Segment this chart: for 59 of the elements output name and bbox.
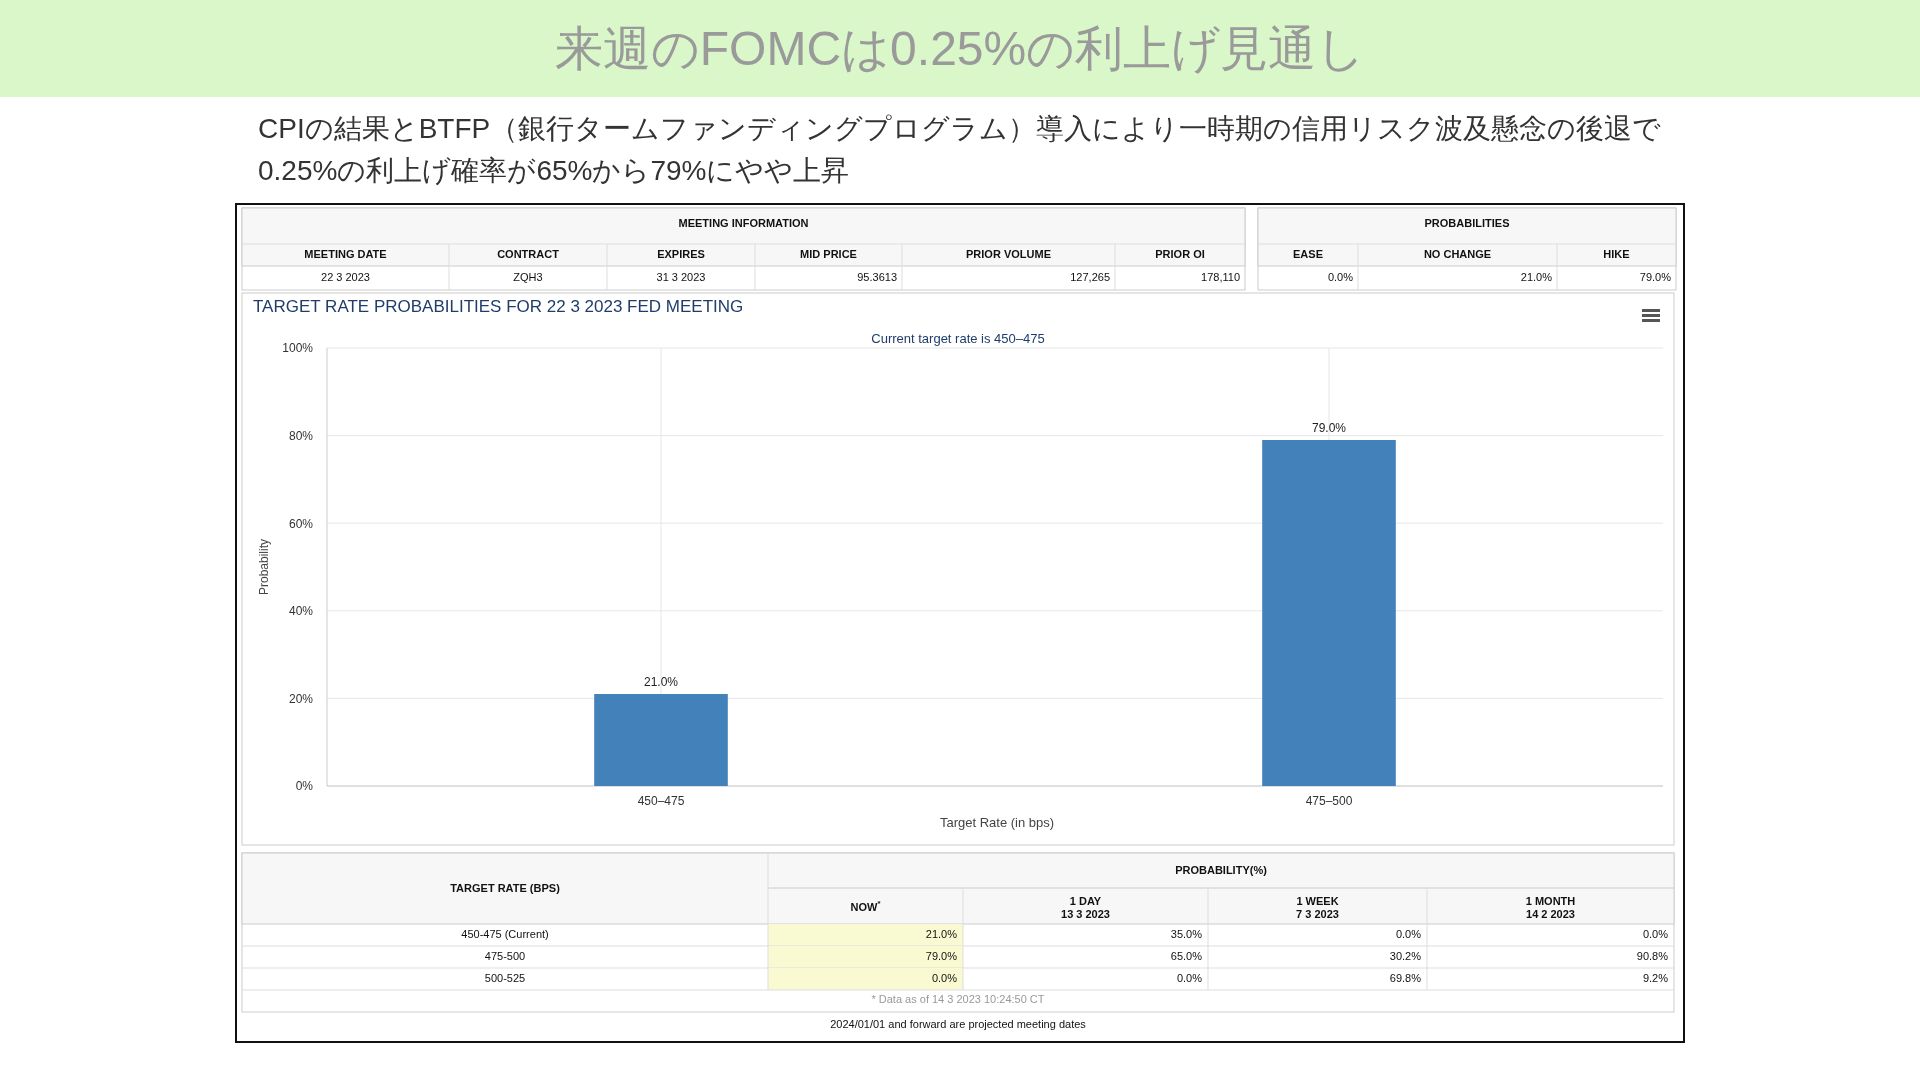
y-tick-label: 40% [288,604,314,619]
category-label: MEETING DATE [304,247,387,260]
y-axis-title: Probability [257,538,271,596]
text: 9.2% [1642,971,1668,984]
text: 0.0% [931,971,957,984]
y-tick-label: 0% [295,779,314,794]
text: 0.0% [1176,971,1202,984]
y-tick-label: 20% [288,691,314,706]
category-label: PRIOR OI [1155,247,1205,260]
text: ZQH3 [513,270,543,283]
text: 21.0% [925,927,957,940]
text: 500-525 [484,971,526,984]
category-label: EXPIRES [657,247,705,260]
text: 2024/01/01 and forward are projected meeting dates [830,1017,1087,1030]
data-label: 21.0% [643,675,679,690]
text: 127,265 [1070,270,1110,283]
text: 0.0% [1327,270,1353,283]
category-label: TARGET RATE (BPS) [450,881,561,894]
text: 30.2% [1389,949,1421,962]
category-label: 1 WEEK 7 3 2023 [1296,894,1339,920]
text: 来週のFOMCは0.25%の利上げ見通し [554,21,1366,75]
text: 475-500 [484,949,526,962]
text: * Data as of 14 3 2023 10:24:50 CT [871,992,1045,1005]
y-tick-label: 60% [288,516,314,531]
category-label: MID PRICE [800,247,857,260]
category-label: 1 DAY 13 3 2023 [1061,894,1110,920]
category-label: HIKE [1603,247,1630,260]
text: 178,110 [1201,270,1240,283]
text: 31 3 2023 [656,270,706,283]
text: 79.0% [1639,270,1671,283]
category-label: NOW$^{*}$ [850,898,881,913]
text: 90.8% [1636,949,1668,962]
y-tick-label: 100% [282,341,314,356]
data-label: 79.0% [1311,420,1347,435]
category-label: 1 MONTH 14 2 2023 [1525,894,1576,920]
text: 22 3 2023 [321,270,370,283]
category-label: PRIOR VOLUME [966,247,1051,260]
x-tick-label: 475–500 [1305,793,1353,808]
category-label: CONTRACT [497,247,560,260]
category-label: NO CHANGE [1423,247,1492,260]
text: PROBABILITIES [1424,216,1510,229]
text: 0.0% [1642,927,1668,940]
x-axis-title: Target Rate (in bps) [939,815,1055,830]
text: PROBABILITY(%) [1175,863,1268,876]
x-tick-label: 450–475 [637,793,685,808]
text: 450-475 (Current) [461,927,549,940]
text: CPIの結果とBTFP（銀行タームファンディングプログラム）導入により一時期の信用リスク波及懸念の後退で0.25%の利上げ確率が65%から79%にやや上昇 [258,113,1662,187]
text: MEETING INFORMATION [678,216,809,229]
text: 21.0% [1520,270,1552,283]
text: 35.0% [1170,927,1202,940]
text: 95.3613 [857,270,897,283]
text: 79.0% [925,949,957,962]
chart-subtitle: Current target rate is 450–475 [871,331,1045,346]
category-label: EASE [1293,247,1323,260]
y-tick-label: 80% [288,428,314,443]
text: 0.0% [1395,927,1421,940]
text: 65.0% [1170,949,1202,962]
chart-title: TARGET RATE PROBABILITIES FOR 22 3 2023 FED MEETING [253,297,744,316]
text: 69.8% [1389,971,1421,984]
